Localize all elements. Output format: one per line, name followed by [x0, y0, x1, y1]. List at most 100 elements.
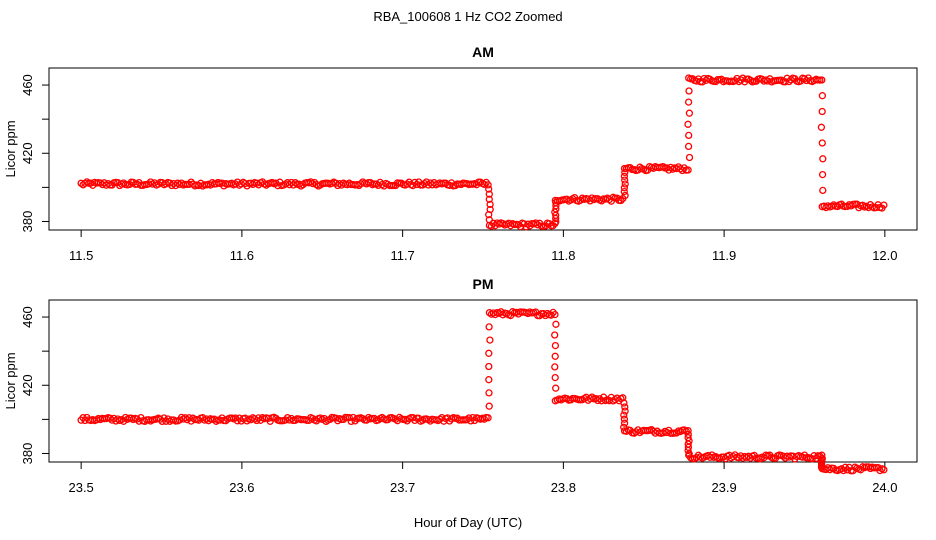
x-tick-label: 11.7: [390, 248, 414, 263]
data-point: [551, 310, 559, 319]
data-point: [684, 426, 692, 435]
data-point: [491, 310, 499, 319]
y-tick-label: 380: [20, 211, 35, 233]
data-point: [485, 402, 493, 410]
data-point: [480, 415, 488, 423]
data-point: [621, 168, 629, 177]
data-points: [77, 74, 888, 231]
data-point: [485, 185, 493, 193]
data-point: [685, 109, 694, 117]
data-point: [551, 363, 559, 371]
data-point: [819, 155, 827, 163]
data-point: [876, 466, 884, 475]
data-point: [818, 139, 826, 147]
y-tick-label: 380: [20, 443, 35, 465]
data-point: [588, 393, 596, 401]
data-point: [480, 180, 488, 189]
data-point: [818, 170, 827, 179]
plot-frame: [48, 299, 918, 463]
data-point: [818, 76, 826, 84]
data-point: [106, 414, 114, 422]
x-tick-label: 11.9: [712, 248, 736, 263]
y-tick-label: 460: [20, 74, 35, 96]
data-point: [620, 184, 629, 192]
data-point: [552, 384, 560, 392]
data-point: [552, 202, 560, 210]
data-point: [818, 92, 827, 100]
data-point: [347, 417, 355, 426]
data-point: [146, 178, 155, 186]
data-point: [486, 336, 494, 344]
data-point: [621, 176, 629, 184]
data-point: [684, 166, 692, 174]
y-axis-label: Licor ppm: [3, 352, 18, 409]
x-axis-label: Hour of Day (UTC): [413, 515, 523, 530]
data-point: [880, 201, 888, 209]
data-point: [526, 222, 534, 230]
data-point: [307, 178, 315, 186]
data-point: [818, 107, 826, 116]
figure-title: RBA_100608 1 Hz CO2 Zoomed: [373, 9, 563, 24]
data-point: [817, 123, 826, 131]
data-point: [621, 180, 629, 188]
data-point: [551, 341, 560, 350]
data-point: [620, 415, 629, 423]
data-point: [597, 197, 606, 205]
data-point: [119, 417, 128, 425]
data-point: [485, 349, 493, 357]
data-point: [685, 153, 694, 162]
data-point: [617, 196, 625, 205]
y-axis-label: Licor ppm: [3, 120, 18, 177]
data-point: [266, 417, 274, 425]
x-tick-label: 23.9: [711, 480, 736, 495]
y-tick-label: 460: [20, 306, 35, 328]
data-point: [684, 120, 692, 128]
data-point: [684, 446, 692, 455]
x-tick-label: 12.0: [872, 248, 897, 263]
data-point: [485, 376, 493, 384]
data-point: [685, 131, 693, 140]
data-point: [620, 411, 628, 419]
data-point: [620, 419, 629, 427]
data-point: [485, 389, 493, 397]
data-point: [684, 98, 693, 106]
x-tick-label: 11.5: [69, 248, 93, 263]
data-point: [181, 414, 189, 422]
data-point: [620, 172, 629, 180]
data-point: [532, 219, 540, 227]
data-point: [621, 191, 629, 200]
data-point: [594, 396, 602, 405]
y-tick-label: 420: [20, 142, 35, 164]
data-points: [77, 308, 888, 475]
data-point: [880, 466, 888, 474]
data-point: [485, 323, 493, 331]
x-tick-label: 24.0: [872, 480, 897, 495]
x-tick-label: 23.5: [68, 480, 93, 495]
data-point: [187, 178, 195, 186]
plot-frame: [48, 67, 918, 231]
x-tick-label: 11.8: [551, 248, 575, 263]
data-point: [345, 413, 353, 422]
data-point: [756, 455, 764, 463]
data-point: [485, 195, 493, 203]
data-point: [620, 399, 628, 407]
data-point: [621, 407, 629, 415]
data-point: [484, 414, 492, 422]
data-point: [485, 190, 493, 198]
x-tick-label: 11.6: [230, 248, 254, 263]
data-point: [486, 200, 494, 209]
data-point: [243, 417, 251, 425]
data-point: [552, 320, 560, 328]
y-tick-label: 420: [20, 374, 35, 396]
data-point: [626, 164, 634, 172]
data-point: [291, 179, 299, 187]
data-point: [684, 142, 693, 151]
panel-title: AM: [472, 44, 494, 60]
data-point: [672, 429, 681, 437]
data-point: [819, 186, 827, 195]
data-point: [411, 178, 419, 187]
x-tick-label: 23.6: [229, 480, 254, 495]
data-point: [636, 163, 644, 171]
